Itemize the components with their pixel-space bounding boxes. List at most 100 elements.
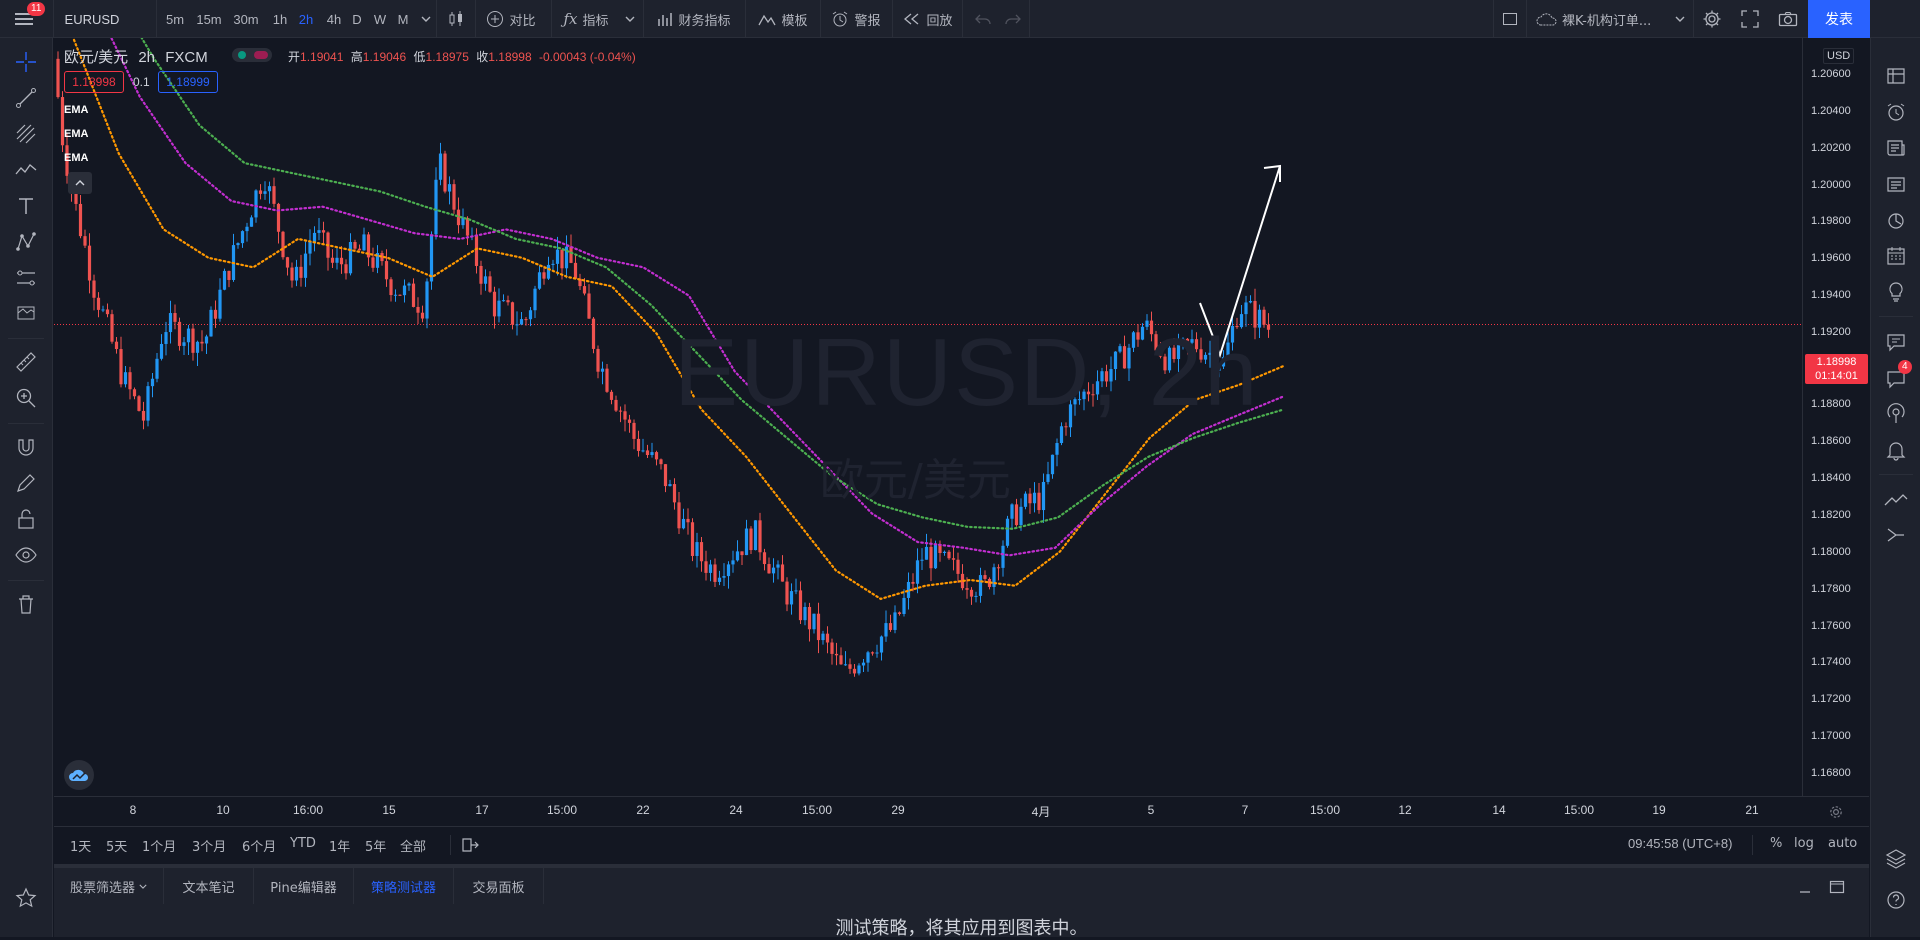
help-center-button[interactable] — [1882, 886, 1910, 914]
buy-price-button[interactable]: 1.18999 — [158, 71, 218, 93]
indicator-legend-ema-3[interactable]: EMA — [64, 152, 89, 164]
fullscreen-select-button[interactable] — [1498, 0, 1522, 38]
position-tool[interactable] — [12, 264, 40, 292]
text-tool[interactable] — [12, 192, 40, 220]
snapshot-button[interactable] — [1772, 0, 1804, 38]
interval-15m[interactable]: 15m — [196, 11, 222, 27]
range-button[interactable]: 5年 — [365, 840, 387, 855]
time-scale[interactable]: 8 10 16:00 15 17 15:00 22 24 15:00 29 4月 5 7 15:00 12 1… — [54, 796, 1869, 825]
streams-button[interactable] — [1882, 400, 1910, 428]
layout-name: 裸K-机构订单... — [1562, 13, 1652, 29]
indicators-dropdown-button[interactable] — [622, 0, 638, 38]
interval-4h[interactable]: 4h — [326, 11, 342, 27]
notifications-button[interactable]: 4 — [1882, 360, 1912, 392]
interval-M[interactable]: M — [397, 11, 409, 27]
range-button[interactable]: 1天 — [70, 840, 92, 855]
interval-30m[interactable]: 30m — [233, 11, 259, 27]
watchlist-button[interactable] — [1882, 62, 1910, 90]
candle-body — [726, 564, 731, 577]
object-tree-button[interactable] — [1882, 844, 1910, 872]
interval-dropdown-button[interactable] — [418, 0, 434, 38]
log-scale-toggle[interactable]: log — [1794, 836, 1814, 851]
range-button[interactable]: 全部 — [400, 840, 427, 855]
alerts-button[interactable] — [1882, 98, 1910, 126]
goto-date-button[interactable] — [458, 833, 482, 857]
ideas-button[interactable] — [1882, 278, 1910, 306]
data-window-button[interactable] — [1882, 170, 1910, 198]
interval-1h[interactable]: 1h — [272, 11, 288, 27]
auto-scale-toggle[interactable]: auto — [1828, 836, 1858, 851]
market-status-toggle[interactable] — [232, 48, 272, 62]
tab-stock-screener[interactable]: 股票筛选器 — [54, 868, 164, 904]
tradingview-logo[interactable] — [64, 760, 94, 790]
currency-label[interactable]: USD — [1823, 48, 1855, 64]
replay-button[interactable]: 回放 — [898, 0, 958, 38]
range-button[interactable]: YTD — [290, 836, 316, 851]
legend-title[interactable]: 欧元/美元 — [64, 49, 129, 66]
measure-tool[interactable] — [12, 348, 40, 376]
settings-button[interactable] — [1696, 0, 1728, 38]
favorites-tool[interactable] — [12, 884, 40, 912]
compare-button[interactable]: 对比 — [480, 0, 542, 38]
tab-text-notes[interactable]: 文本笔记 — [164, 868, 254, 904]
layout-manager-button[interactable]: 裸K-机构订单... — [1532, 0, 1692, 38]
price-scale[interactable]: USD 1.20600 1.20400 1.20200 1.20000 1.19800 1… — [1802, 38, 1869, 796]
publish-button[interactable]: 发表 — [1808, 0, 1870, 38]
xabcd-tool[interactable] — [12, 228, 40, 256]
clock-label[interactable]: 09:45:58 (UTC+8) — [1628, 836, 1733, 851]
range-button[interactable]: 5天 — [106, 840, 128, 855]
undo-button[interactable] — [968, 0, 998, 38]
hotlists-button[interactable] — [1882, 206, 1910, 234]
hide-drawings-tool[interactable] — [12, 541, 40, 569]
lock-drawings-tool[interactable] — [12, 505, 40, 533]
chart-type-button[interactable] — [440, 0, 472, 38]
magnet-tool[interactable] — [12, 433, 40, 461]
crosshair-tool[interactable] — [12, 48, 40, 76]
range-button[interactable]: 1年 — [329, 840, 351, 855]
news-button[interactable] — [1882, 134, 1910, 162]
fib-tool[interactable] — [12, 120, 40, 148]
depth-of-market-button[interactable] — [1882, 522, 1910, 550]
collapse-legend-button[interactable] — [68, 172, 92, 194]
icons-tool[interactable] — [12, 300, 40, 328]
financials-button[interactable]: 财务指标 — [650, 0, 738, 38]
chats-button[interactable] — [1882, 328, 1910, 356]
minimize-panel-button[interactable] — [1794, 876, 1816, 898]
help-button[interactable] — [1882, 436, 1910, 464]
symbol-search-button[interactable]: EURUSD — [64, 11, 120, 27]
zoom-tool[interactable] — [12, 384, 40, 412]
range-button[interactable]: 6个月 — [242, 840, 277, 855]
trendline-tool[interactable] — [12, 84, 40, 112]
indicator-legend-ema-1[interactable]: EMA — [64, 104, 89, 116]
calendar-button[interactable] — [1882, 242, 1910, 270]
alert-button[interactable]: 警报 — [826, 0, 886, 38]
scale-settings-button[interactable] — [1826, 802, 1846, 822]
templates-button[interactable]: 模板 — [752, 0, 814, 38]
chart-pane[interactable] — [54, 38, 1869, 825]
maximize-panel-button[interactable] — [1826, 876, 1848, 898]
interval-W[interactable]: W — [373, 11, 387, 27]
interval-D[interactable]: D — [352, 11, 362, 27]
order-panel-button[interactable] — [1882, 486, 1910, 514]
tab-trading-panel[interactable]: 交易面板 — [454, 868, 544, 904]
redo-button[interactable] — [998, 0, 1028, 38]
sell-price-button[interactable]: 1.18998 — [64, 71, 124, 93]
pattern-tool[interactable] — [12, 156, 40, 184]
indicators-button[interactable]: ƒx 指标 — [556, 0, 616, 38]
remove-drawings-tool[interactable] — [12, 590, 40, 618]
interval-5m[interactable]: 5m — [165, 11, 185, 27]
percent-scale-toggle[interactable]: % — [1770, 836, 1783, 851]
tab-pine-editor[interactable]: Pine编辑器 — [254, 868, 354, 904]
indicator-legend-ema-2[interactable]: EMA — [64, 128, 89, 140]
layout-dropdown-button[interactable] — [1672, 0, 1688, 38]
range-button[interactable]: 3个月 — [192, 840, 227, 855]
menu-button[interactable]: 11 — [0, 0, 48, 38]
price-chart[interactable] — [54, 38, 1802, 796]
candle-body — [699, 542, 704, 562]
interval-2h[interactable]: 2h — [298, 11, 314, 27]
stay-drawing-tool[interactable] — [12, 469, 40, 497]
tab-strategy-tester[interactable]: 策略测试器 — [354, 868, 454, 904]
candle-body — [560, 249, 564, 269]
range-button[interactable]: 1个月 — [142, 840, 177, 855]
fullscreen-button[interactable] — [1734, 0, 1766, 38]
